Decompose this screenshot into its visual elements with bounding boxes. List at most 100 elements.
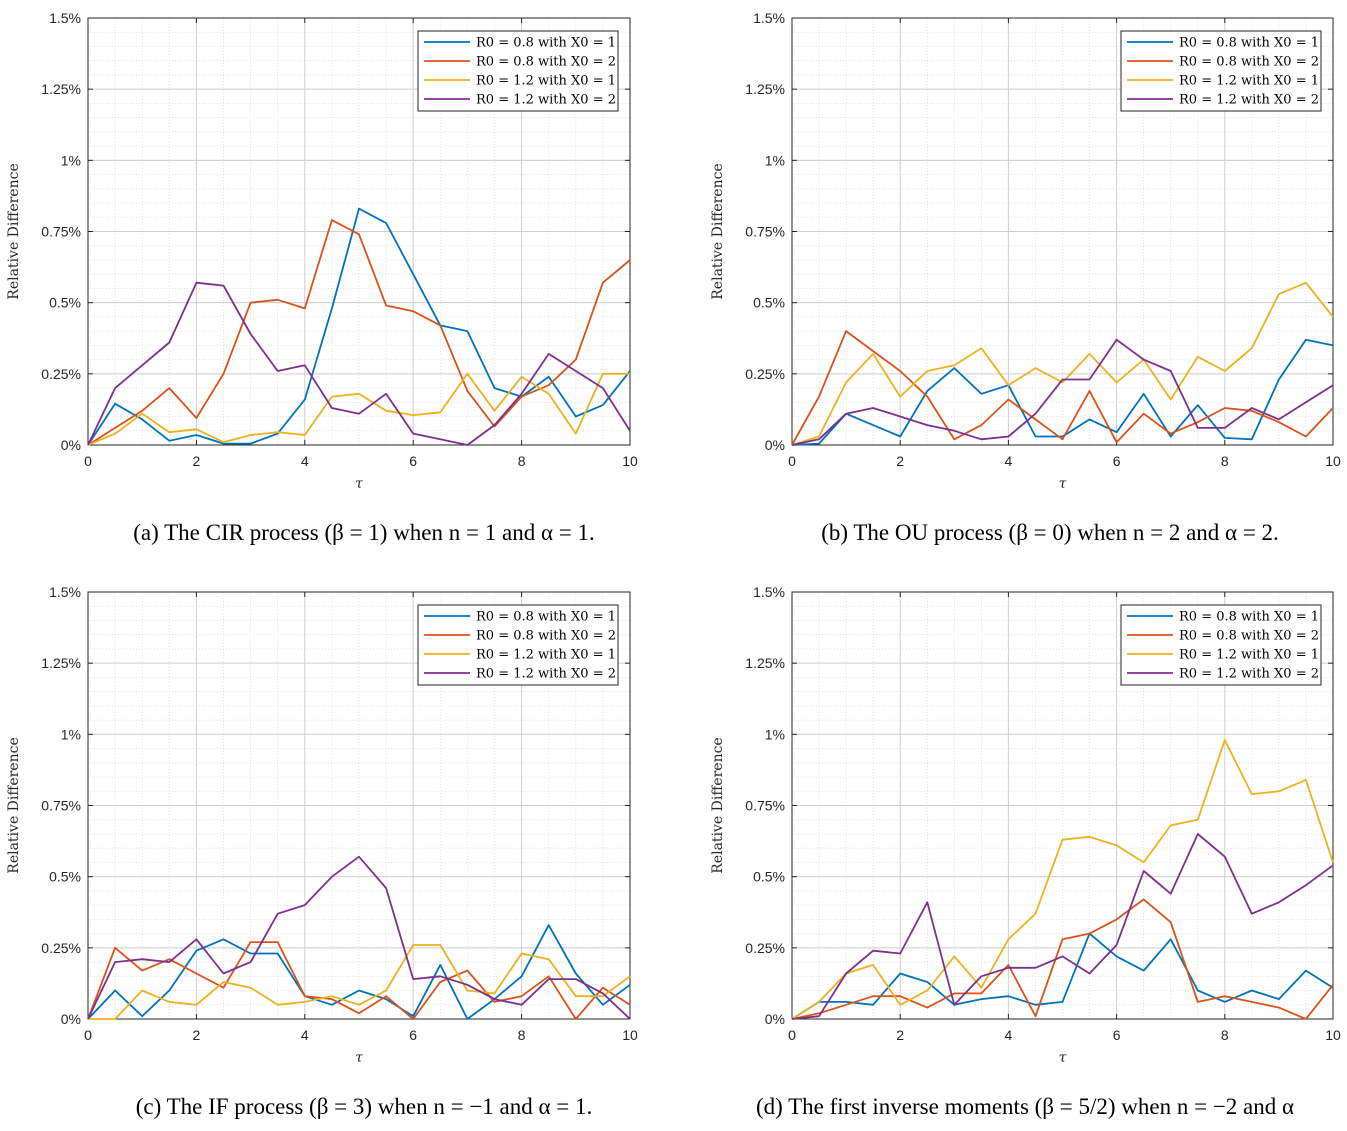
y-axis-label: Relative Difference [710, 163, 726, 299]
legend-entry-4: R0 = 1.2 with X0 = 2 [1179, 93, 1319, 108]
series-line-1 [791, 932, 1334, 1020]
series-line-4 [791, 338, 1334, 446]
legend-entry-3: R0 = 1.2 with X0 = 1 [1179, 648, 1319, 663]
y-tick-label: 0.75% [745, 798, 785, 814]
legend-entry-4: R0 = 1.2 with X0 = 2 [476, 93, 616, 108]
legend-entry-2: R0 = 0.8 with X0 = 2 [476, 629, 616, 644]
x-tick-label: 8 [1221, 1027, 1229, 1043]
y-axis-label: Relative Difference [6, 737, 22, 873]
y-tick-label: 0% [765, 1011, 785, 1027]
series-line-3 [87, 372, 630, 446]
legend [1120, 30, 1322, 112]
legend-entry-4: R0 = 1.2 with X0 = 2 [476, 667, 616, 682]
y-tick-label: 0.5% [49, 295, 81, 311]
x-axis-label: τ [1059, 476, 1067, 492]
y-tick-label: 0% [61, 437, 81, 453]
y-tick-label: 0.25% [745, 940, 785, 956]
x-tick-label: 6 [1113, 453, 1121, 469]
y-tick-label: 1% [765, 726, 785, 742]
y-tick-label: 0.5% [49, 869, 81, 885]
y-tick-label: 1.25% [41, 81, 81, 97]
x-tick-label: 0 [788, 453, 796, 469]
x-axis-label: τ [1059, 1050, 1067, 1066]
y-tick-label: 0% [61, 1011, 81, 1027]
chart-panel-2: 0 2 4 6 8 10 0% 0.25% 0.5% 0.75% 1% 1.25% 1.5% τ Relat… [6, 584, 638, 1119]
y-tick-label: 0.25% [41, 366, 81, 382]
y-axis-label: Relative Difference [6, 163, 22, 299]
subfigure-caption: (c) The IF process (β = 3) when n = −1 a… [136, 1094, 593, 1119]
series-line-3 [791, 739, 1334, 1020]
y-tick-label: 1.25% [41, 655, 81, 671]
x-tick-label: 8 [1221, 453, 1229, 469]
x-tick-label: 2 [193, 453, 201, 469]
x-tick-label: 6 [1113, 1027, 1121, 1043]
legend-entry-1: R0 = 0.8 with X0 = 1 [1179, 610, 1319, 625]
subfigure-caption: (d) The first inverse moments (β = 5/2) … [756, 1094, 1294, 1119]
y-tick-label: 1.5% [49, 10, 81, 26]
legend-entry-1: R0 = 0.8 with X0 = 1 [1179, 36, 1319, 51]
x-tick-label: 4 [301, 453, 309, 469]
series-line-4 [791, 833, 1334, 1020]
subfigure-caption: (b) The OU process (β = 0) when n = 2 an… [821, 520, 1279, 545]
y-axis-label: Relative Difference [710, 737, 726, 873]
x-tick-label: 2 [896, 1027, 904, 1043]
x-tick-label: 0 [84, 453, 92, 469]
legend-entry-1: R0 = 0.8 with X0 = 1 [476, 36, 616, 51]
x-axis-label: τ [355, 476, 363, 492]
y-tick-label: 1% [765, 152, 785, 168]
legend-entry-3: R0 = 1.2 with X0 = 1 [476, 74, 616, 89]
legend-entry-1: R0 = 0.8 with X0 = 1 [476, 610, 616, 625]
series-line-1 [87, 924, 631, 1020]
chart-panel-1: 0 2 4 6 8 10 0% 0.25% 0.5% 0.75% 1% 1.25% 1.5% τ Relat… [710, 10, 1341, 545]
legend-entry-4: R0 = 1.2 with X0 = 2 [1179, 667, 1319, 682]
y-tick-label: 0.5% [753, 295, 785, 311]
y-tick-label: 1.25% [745, 655, 785, 671]
y-tick-label: 0.75% [745, 224, 785, 240]
legend-entry-2: R0 = 0.8 with X0 = 2 [476, 55, 616, 70]
legend [417, 30, 619, 112]
x-tick-label: 8 [518, 1027, 526, 1043]
chart-panel-3: 0 2 4 6 8 10 0% 0.25% 0.5% 0.75% 1% 1.25% 1.5% τ Relat… [710, 584, 1341, 1119]
y-tick-label: 0.75% [41, 798, 81, 814]
x-tick-label: 2 [193, 1027, 201, 1043]
chart-panel-0: 0 2 4 6 8 10 0% 0.25% 0.5% 0.75% 1% 1.25% 1.5% τ Relat… [6, 10, 638, 545]
y-tick-label: 0.75% [41, 224, 81, 240]
series-line-3 [88, 944, 631, 1020]
y-tick-label: 0.25% [745, 366, 785, 382]
y-tick-label: 1.5% [753, 10, 785, 26]
legend-entry-2: R0 = 0.8 with X0 = 2 [1179, 55, 1319, 70]
x-tick-label: 0 [84, 1027, 92, 1043]
x-tick-label: 8 [518, 453, 526, 469]
legend-entry-3: R0 = 1.2 with X0 = 1 [476, 648, 616, 663]
series-line-2 [791, 330, 1334, 446]
series-line-4 [87, 855, 631, 1020]
x-tick-label: 10 [1325, 1027, 1341, 1043]
series-line-2 [87, 941, 631, 1020]
series-line-4 [87, 281, 631, 446]
series-line-3 [791, 281, 1334, 446]
x-tick-label: 6 [409, 453, 417, 469]
x-tick-label: 6 [409, 1027, 417, 1043]
y-tick-label: 1.5% [49, 584, 81, 600]
y-tick-label: 0.25% [41, 940, 81, 956]
x-tick-label: 2 [896, 453, 904, 469]
legend [417, 604, 619, 686]
legend-entry-2: R0 = 0.8 with X0 = 2 [1179, 629, 1319, 644]
series-line-1 [87, 207, 631, 446]
y-tick-label: 1.5% [753, 584, 785, 600]
x-tick-label: 10 [622, 453, 638, 469]
x-tick-label: 4 [1005, 1027, 1013, 1043]
x-tick-label: 4 [301, 1027, 309, 1043]
y-tick-label: 0.5% [753, 869, 785, 885]
x-axis-label: τ [355, 1050, 363, 1066]
y-tick-label: 1% [61, 152, 81, 168]
legend-entry-3: R0 = 1.2 with X0 = 1 [1179, 74, 1319, 89]
subfigure-caption: (a) The CIR process (β = 1) when n = 1 a… [133, 520, 594, 545]
y-tick-label: 1% [61, 726, 81, 742]
x-tick-label: 10 [1325, 453, 1341, 469]
x-tick-label: 10 [622, 1027, 638, 1043]
legend [1120, 604, 1322, 686]
x-tick-label: 4 [1005, 453, 1013, 469]
series-line-1 [791, 338, 1334, 446]
